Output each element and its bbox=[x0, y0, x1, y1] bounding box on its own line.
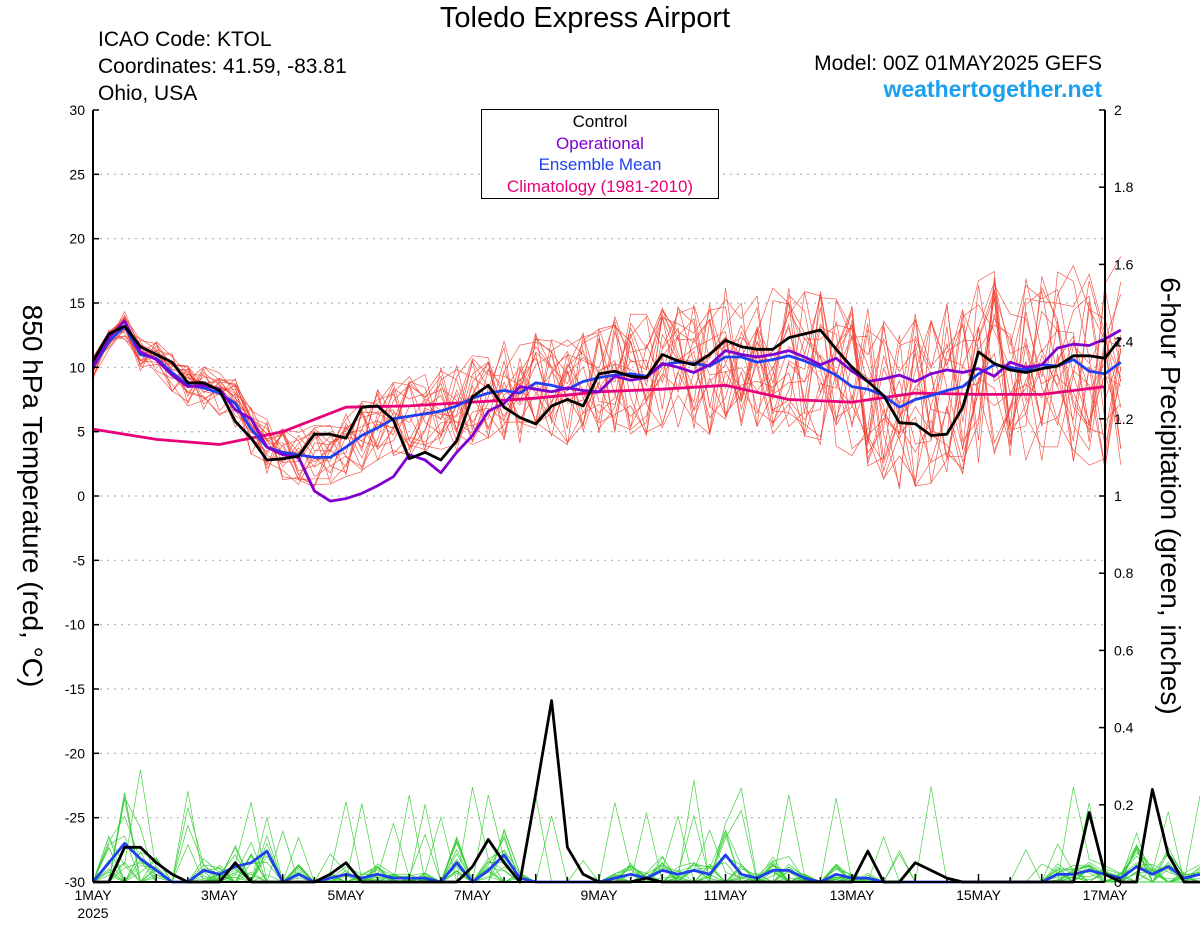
operational-temperature-line bbox=[91, 319, 1122, 503]
y-axis-label-right: 6-hour Precipitation (green, inches) bbox=[1155, 277, 1186, 715]
x-tick-label: 11MAY bbox=[704, 887, 748, 903]
y-tick-label-left: 10 bbox=[69, 359, 85, 375]
control-temperature-line bbox=[91, 324, 1122, 462]
x-tick-label: 17MAY bbox=[1083, 887, 1129, 903]
location: Ohio, USA bbox=[98, 82, 198, 105]
y-tick-label-left: 15 bbox=[69, 295, 85, 311]
y-tick-label-right: 0.8 bbox=[1114, 565, 1134, 581]
site-link[interactable]: weathertogether.net bbox=[883, 76, 1102, 102]
legend-control: Control bbox=[572, 112, 628, 131]
y-tick-label-left: 20 bbox=[69, 231, 85, 247]
y-tick-label-left: -20 bbox=[65, 745, 85, 761]
y-tick-label-left: -25 bbox=[65, 810, 85, 826]
y-tick-label-left: 25 bbox=[69, 166, 85, 182]
icao-code: ICAO Code: KTOL bbox=[98, 28, 272, 51]
temperature-member-line bbox=[92, 290, 1122, 481]
temperature-member-line bbox=[92, 277, 1122, 459]
y-tick-label-right: 1.2 bbox=[1114, 411, 1134, 427]
axes bbox=[92, 109, 1106, 883]
y-tick-label-left: -5 bbox=[73, 552, 86, 568]
temperature-member-line bbox=[92, 256, 1122, 484]
y-tick-label-right: 0.4 bbox=[1114, 720, 1134, 736]
temperature-member-line bbox=[92, 273, 1122, 487]
y-tick-label-left: -10 bbox=[65, 617, 85, 633]
ensemble-members bbox=[92, 256, 1200, 883]
legend-climatology: Climatology (1981-2010) bbox=[506, 176, 694, 196]
x-tick-label: 3MAY bbox=[201, 887, 239, 903]
coordinates: Coordinates: 41.59, -83.81 bbox=[98, 55, 347, 78]
y-tick-label-left: -15 bbox=[65, 681, 85, 697]
precipitation-member-line bbox=[92, 817, 1200, 883]
legend-operational: Operational bbox=[556, 133, 644, 153]
y-tick-label-right: 1.4 bbox=[1114, 334, 1134, 350]
y-tick-label-right: 1.6 bbox=[1114, 256, 1134, 272]
x-tick-label: 9MAY bbox=[580, 887, 618, 903]
temperature-member-line bbox=[92, 288, 1122, 472]
y-tick-label-left: -30 bbox=[65, 874, 85, 890]
x-tick-label: 7MAY bbox=[454, 887, 492, 903]
x-tick-label: 5MAY bbox=[327, 887, 365, 903]
y-tick-label-right: 1 bbox=[1114, 488, 1122, 504]
legend: Control Operational Ensemble Mean Climat… bbox=[481, 109, 719, 199]
y-tick-label-left: 5 bbox=[77, 424, 85, 440]
precipitation-member-line bbox=[92, 807, 1200, 883]
y-tick-label-right: 0.6 bbox=[1114, 642, 1134, 658]
y-tick-label-right: 2 bbox=[1114, 102, 1122, 118]
y-axis-label-left: 850 hPa Temperature (red, °C) bbox=[17, 304, 48, 688]
tick-labels: -30-25-20-15-10-505101520253000.20.40.60… bbox=[65, 102, 1134, 921]
x-tick-sublabel: 2025 bbox=[77, 905, 108, 921]
y-tick-label-right: 0.2 bbox=[1114, 797, 1134, 813]
temperature-member-line bbox=[92, 291, 1122, 475]
model-run: Model: 00Z 01MAY2025 GEFS bbox=[814, 52, 1102, 75]
temperature-member-line bbox=[92, 285, 1122, 464]
legend-ensemble-mean: Ensemble Mean bbox=[538, 155, 662, 174]
control-precipitation-line bbox=[93, 699, 1200, 884]
y-tick-label-left: 30 bbox=[69, 102, 85, 118]
y-tick-label-right: 0 bbox=[1114, 874, 1122, 890]
precipitation-member-line bbox=[93, 796, 1200, 883]
y-tick-label-left: 0 bbox=[77, 488, 85, 504]
chart-title: Toledo Express Airport bbox=[439, 2, 731, 34]
x-tick-label: 13MAY bbox=[830, 887, 876, 903]
y-tick-label-right: 1.8 bbox=[1114, 179, 1134, 195]
x-tick-label: 15MAY bbox=[956, 887, 1002, 903]
grid-lines bbox=[93, 173, 1105, 819]
x-tick-label: 1MAY bbox=[74, 887, 112, 903]
